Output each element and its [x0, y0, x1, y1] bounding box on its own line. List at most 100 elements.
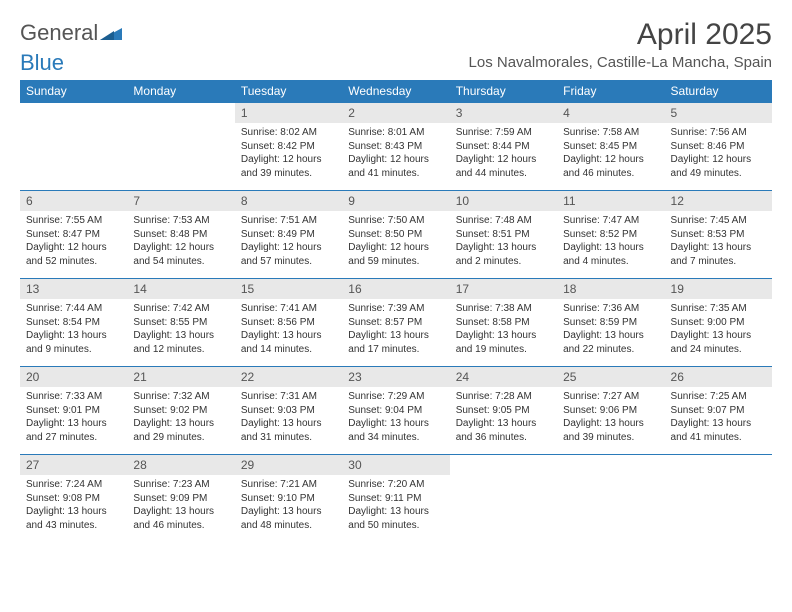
- day-details: Sunrise: 7:29 AMSunset: 9:04 PMDaylight:…: [342, 387, 449, 448]
- calendar-cell: 27Sunrise: 7:24 AMSunset: 9:08 PMDayligh…: [20, 455, 127, 543]
- day-details: Sunrise: 7:31 AMSunset: 9:03 PMDaylight:…: [235, 387, 342, 448]
- day-number: 20: [20, 367, 127, 387]
- weekday-header: Wednesday: [342, 80, 449, 103]
- weekday-header: Thursday: [450, 80, 557, 103]
- calendar-cell: 13Sunrise: 7:44 AMSunset: 8:54 PMDayligh…: [20, 279, 127, 367]
- calendar-cell: 17Sunrise: 7:38 AMSunset: 8:58 PMDayligh…: [450, 279, 557, 367]
- weekday-header: Friday: [557, 80, 664, 103]
- day-details: Sunrise: 7:24 AMSunset: 9:08 PMDaylight:…: [20, 475, 127, 536]
- calendar-cell: 19Sunrise: 7:35 AMSunset: 9:00 PMDayligh…: [665, 279, 772, 367]
- day-number: 18: [557, 279, 664, 299]
- day-number: 25: [557, 367, 664, 387]
- day-number: 2: [342, 103, 449, 123]
- day-details: Sunrise: 7:42 AMSunset: 8:55 PMDaylight:…: [127, 299, 234, 360]
- day-number: 27: [20, 455, 127, 475]
- day-number: 9: [342, 191, 449, 211]
- day-number: 10: [450, 191, 557, 211]
- day-number: 28: [127, 455, 234, 475]
- day-number: 8: [235, 191, 342, 211]
- day-number: 19: [665, 279, 772, 299]
- header: General Blue April 2025 Los Navalmorales,…: [20, 18, 772, 74]
- logo-general: General: [20, 20, 98, 45]
- calendar-table: SundayMondayTuesdayWednesdayThursdayFrid…: [20, 80, 772, 543]
- day-number: 4: [557, 103, 664, 123]
- calendar-cell: 23Sunrise: 7:29 AMSunset: 9:04 PMDayligh…: [342, 367, 449, 455]
- day-number: 16: [342, 279, 449, 299]
- weekday-header: Saturday: [665, 80, 772, 103]
- calendar-cell: 6Sunrise: 7:55 AMSunset: 8:47 PMDaylight…: [20, 191, 127, 279]
- day-details: Sunrise: 7:50 AMSunset: 8:50 PMDaylight:…: [342, 211, 449, 272]
- calendar-cell: 5Sunrise: 7:56 AMSunset: 8:46 PMDaylight…: [665, 103, 772, 191]
- day-details: Sunrise: 7:38 AMSunset: 8:58 PMDaylight:…: [450, 299, 557, 360]
- weekday-header: Monday: [127, 80, 234, 103]
- calendar-cell: 4Sunrise: 7:58 AMSunset: 8:45 PMDaylight…: [557, 103, 664, 191]
- logo-triangle-icon: [100, 22, 122, 44]
- day-number: 15: [235, 279, 342, 299]
- calendar-week: 6Sunrise: 7:55 AMSunset: 8:47 PMDaylight…: [20, 191, 772, 279]
- calendar-cell: 8Sunrise: 7:51 AMSunset: 8:49 PMDaylight…: [235, 191, 342, 279]
- day-details: Sunrise: 7:28 AMSunset: 9:05 PMDaylight:…: [450, 387, 557, 448]
- day-number: 5: [665, 103, 772, 123]
- weekday-row: SundayMondayTuesdayWednesdayThursdayFrid…: [20, 80, 772, 103]
- day-details: Sunrise: 7:23 AMSunset: 9:09 PMDaylight:…: [127, 475, 234, 536]
- location-text: Los Navalmorales, Castille-La Mancha, Sp…: [469, 54, 772, 71]
- day-number: 7: [127, 191, 234, 211]
- day-details: Sunrise: 7:56 AMSunset: 8:46 PMDaylight:…: [665, 123, 772, 184]
- day-details: Sunrise: 7:32 AMSunset: 9:02 PMDaylight:…: [127, 387, 234, 448]
- calendar-cell: 20Sunrise: 7:33 AMSunset: 9:01 PMDayligh…: [20, 367, 127, 455]
- calendar-cell: 21Sunrise: 7:32 AMSunset: 9:02 PMDayligh…: [127, 367, 234, 455]
- month-title: April 2025: [469, 18, 772, 52]
- day-details: Sunrise: 8:02 AMSunset: 8:42 PMDaylight:…: [235, 123, 342, 184]
- calendar-week: 20Sunrise: 7:33 AMSunset: 9:01 PMDayligh…: [20, 367, 772, 455]
- logo-blue: Blue: [20, 50, 64, 75]
- day-number: 30: [342, 455, 449, 475]
- calendar-cell: 3Sunrise: 7:59 AMSunset: 8:44 PMDaylight…: [450, 103, 557, 191]
- day-details: Sunrise: 7:58 AMSunset: 8:45 PMDaylight:…: [557, 123, 664, 184]
- calendar-cell: 28Sunrise: 7:23 AMSunset: 9:09 PMDayligh…: [127, 455, 234, 543]
- calendar-cell: 2Sunrise: 8:01 AMSunset: 8:43 PMDaylight…: [342, 103, 449, 191]
- day-number: 26: [665, 367, 772, 387]
- calendar-cell: .: [665, 455, 772, 543]
- day-details: Sunrise: 7:20 AMSunset: 9:11 PMDaylight:…: [342, 475, 449, 536]
- calendar-week: ..1Sunrise: 8:02 AMSunset: 8:42 PMDaylig…: [20, 103, 772, 191]
- calendar-cell: 9Sunrise: 7:50 AMSunset: 8:50 PMDaylight…: [342, 191, 449, 279]
- day-number: 12: [665, 191, 772, 211]
- calendar-cell: 29Sunrise: 7:21 AMSunset: 9:10 PMDayligh…: [235, 455, 342, 543]
- day-number: 11: [557, 191, 664, 211]
- calendar-cell: 24Sunrise: 7:28 AMSunset: 9:05 PMDayligh…: [450, 367, 557, 455]
- day-number: 29: [235, 455, 342, 475]
- day-number: 17: [450, 279, 557, 299]
- calendar-cell: 26Sunrise: 7:25 AMSunset: 9:07 PMDayligh…: [665, 367, 772, 455]
- calendar-page: General Blue April 2025 Los Navalmorales,…: [0, 0, 792, 553]
- day-details: Sunrise: 7:25 AMSunset: 9:07 PMDaylight:…: [665, 387, 772, 448]
- calendar-cell: 14Sunrise: 7:42 AMSunset: 8:55 PMDayligh…: [127, 279, 234, 367]
- calendar-cell: .: [127, 103, 234, 191]
- calendar-body: ..1Sunrise: 8:02 AMSunset: 8:42 PMDaylig…: [20, 103, 772, 543]
- calendar-week: 13Sunrise: 7:44 AMSunset: 8:54 PMDayligh…: [20, 279, 772, 367]
- calendar-cell: 1Sunrise: 8:02 AMSunset: 8:42 PMDaylight…: [235, 103, 342, 191]
- day-details: Sunrise: 7:47 AMSunset: 8:52 PMDaylight:…: [557, 211, 664, 272]
- calendar-cell: 15Sunrise: 7:41 AMSunset: 8:56 PMDayligh…: [235, 279, 342, 367]
- day-details: Sunrise: 7:27 AMSunset: 9:06 PMDaylight:…: [557, 387, 664, 448]
- day-number: 13: [20, 279, 127, 299]
- calendar-cell: .: [20, 103, 127, 191]
- day-number: 21: [127, 367, 234, 387]
- day-details: Sunrise: 7:55 AMSunset: 8:47 PMDaylight:…: [20, 211, 127, 272]
- calendar-cell: 22Sunrise: 7:31 AMSunset: 9:03 PMDayligh…: [235, 367, 342, 455]
- calendar-cell: .: [450, 455, 557, 543]
- day-number: 24: [450, 367, 557, 387]
- calendar-head: SundayMondayTuesdayWednesdayThursdayFrid…: [20, 80, 772, 103]
- logo-text: General Blue: [20, 22, 122, 74]
- title-block: April 2025 Los Navalmorales, Castille-La…: [469, 18, 772, 71]
- calendar-cell: 18Sunrise: 7:36 AMSunset: 8:59 PMDayligh…: [557, 279, 664, 367]
- calendar-cell: 11Sunrise: 7:47 AMSunset: 8:52 PMDayligh…: [557, 191, 664, 279]
- day-number: 6: [20, 191, 127, 211]
- day-details: Sunrise: 7:53 AMSunset: 8:48 PMDaylight:…: [127, 211, 234, 272]
- day-details: Sunrise: 7:48 AMSunset: 8:51 PMDaylight:…: [450, 211, 557, 272]
- day-details: Sunrise: 7:36 AMSunset: 8:59 PMDaylight:…: [557, 299, 664, 360]
- day-details: Sunrise: 7:44 AMSunset: 8:54 PMDaylight:…: [20, 299, 127, 360]
- weekday-header: Tuesday: [235, 80, 342, 103]
- day-number: 22: [235, 367, 342, 387]
- calendar-cell: 10Sunrise: 7:48 AMSunset: 8:51 PMDayligh…: [450, 191, 557, 279]
- day-details: Sunrise: 7:33 AMSunset: 9:01 PMDaylight:…: [20, 387, 127, 448]
